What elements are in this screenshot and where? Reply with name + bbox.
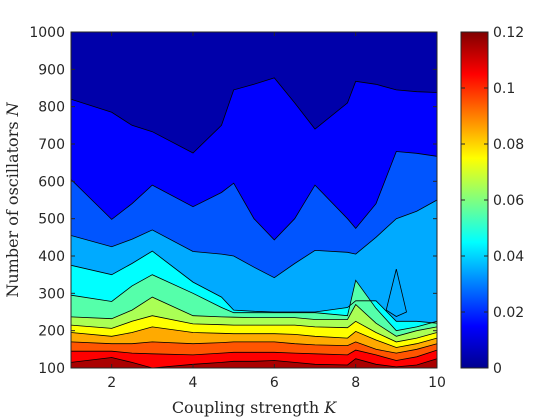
y-tick-label: 1000 [29,25,65,41]
contour-island [385,269,407,317]
colorbar-tick-label: 0 [493,361,502,377]
contour-line [71,77,437,154]
y-tick-label: 400 [38,249,65,265]
contour-band [71,357,437,368]
x-tick-label: 10 [428,375,446,391]
contour-line [71,151,437,241]
contour-line [71,199,437,279]
colorbar-tick-label: 0.02 [493,305,524,321]
y-tick-label: 200 [38,324,65,340]
colorbar-tick-label: 0.08 [493,137,524,153]
x-tick-label: 6 [270,375,279,391]
y-tick-label: 800 [38,100,65,116]
contour-line [71,296,437,337]
contour-line [71,326,437,348]
x-tick-label: 4 [189,375,198,391]
colorbar [461,32,488,368]
y-tick-label: 900 [38,62,65,78]
y-tick-label: 500 [38,212,65,228]
y-axis-ticks: 100 200 300 400 500 600 700 800 900 1000 [29,25,437,377]
colorbar-tick-label: 0.12 [493,25,524,41]
contour-line [71,315,437,343]
y-axis-label: Number of oscillators N [3,101,22,297]
y-tick-label: 100 [38,361,65,377]
x-axis-ticks: 2 4 6 8 10 [107,32,446,391]
contour-line [71,250,437,324]
y-tick-label: 700 [38,137,65,153]
x-tick-label: 2 [107,375,116,391]
x-tick-label: 8 [351,375,360,391]
colorbar-ticks: 0 0.02 0.04 0.06 0.08 0.1 0.12 [461,25,524,377]
contour-lines [71,77,437,368]
contour-line [71,274,437,332]
contour-line [71,341,437,354]
x-axis-label: Coupling strength K [172,398,337,417]
contour-line [71,357,437,368]
contour-fills [71,32,437,368]
colorbar-tick-label: 0.04 [493,249,524,265]
colorbar-tick-label: 0.06 [493,193,524,209]
contour-band [71,350,437,368]
contour-line [71,349,437,361]
y-tick-label: 600 [38,174,65,190]
plot-frame [70,31,438,369]
colorbar-tick-label: 0.1 [493,81,515,97]
y-tick-label: 300 [38,286,65,302]
